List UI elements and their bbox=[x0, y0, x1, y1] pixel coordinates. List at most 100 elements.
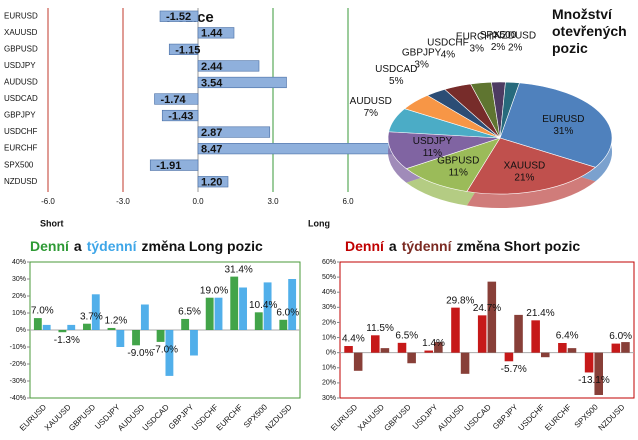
y-tick-label: 50% bbox=[322, 274, 336, 281]
slice-value: 21% bbox=[514, 172, 534, 183]
value-label: -1.43 bbox=[168, 110, 193, 122]
value-label: 4.4% bbox=[342, 334, 365, 345]
x-tick-label: NZDUSD bbox=[264, 402, 294, 432]
bar bbox=[165, 330, 174, 376]
bar bbox=[460, 352, 470, 374]
value-label: -1.15 bbox=[175, 44, 200, 56]
value-label: 3.54 bbox=[201, 77, 223, 89]
bar bbox=[107, 327, 116, 330]
bar bbox=[205, 297, 214, 330]
bar bbox=[83, 323, 91, 330]
bar bbox=[514, 314, 523, 353]
bar bbox=[254, 312, 263, 330]
y-tick-label: 30% bbox=[322, 395, 336, 402]
slice-label: GBPUSD 11% bbox=[437, 155, 479, 178]
value-label: -1.74 bbox=[161, 94, 187, 106]
y-tick-label: 0% bbox=[16, 327, 26, 334]
x-tick-label: USDCHF bbox=[516, 402, 546, 432]
slice-label: EURCHF 3% bbox=[456, 31, 498, 54]
chart-title-link: a bbox=[74, 238, 82, 254]
x-tick-label: XAUUSD bbox=[356, 402, 386, 432]
value-label: 6.0% bbox=[276, 307, 299, 318]
y-tick-label: 10% bbox=[12, 310, 26, 317]
value-label: 24.7% bbox=[473, 303, 501, 314]
x-tick-label: 6.0 bbox=[342, 197, 354, 206]
x-tick-label: 3.0 bbox=[267, 197, 279, 206]
value-label: 7.0% bbox=[31, 306, 54, 317]
value-label: 1.2% bbox=[105, 316, 128, 327]
y-tick-label: -10% bbox=[10, 344, 26, 351]
slice-name: EURCHF bbox=[456, 31, 498, 42]
y-tick-label: AUDUSD bbox=[4, 78, 38, 87]
bar bbox=[621, 342, 630, 353]
y-tick-label: 20% bbox=[322, 380, 336, 387]
bar bbox=[230, 276, 239, 330]
bar bbox=[540, 352, 550, 358]
value-label: 1.44 bbox=[201, 28, 223, 40]
bar bbox=[197, 126, 271, 138]
bar bbox=[197, 76, 287, 89]
x-tick-label: -6.0 bbox=[41, 197, 55, 206]
bar bbox=[263, 282, 272, 330]
value-label: 8.47 bbox=[201, 144, 222, 156]
bar bbox=[190, 330, 198, 356]
bar bbox=[371, 335, 380, 353]
slice-label: SPX500 2% bbox=[480, 30, 517, 53]
x-tick-label: -3.0 bbox=[116, 197, 130, 206]
slice-name: USDCHF bbox=[427, 37, 469, 48]
bar bbox=[197, 176, 229, 188]
value-label: -1.3% bbox=[54, 335, 80, 346]
bar bbox=[197, 143, 411, 155]
bar bbox=[594, 352, 603, 395]
bar bbox=[159, 10, 199, 22]
value-label: 6.0% bbox=[609, 331, 632, 342]
slice-label: NZDUSD 2% bbox=[494, 30, 536, 53]
bar bbox=[140, 304, 149, 330]
slice-name: EURUSD bbox=[542, 113, 584, 124]
y-tick-label: 10% bbox=[322, 334, 336, 341]
slice-value: 5% bbox=[389, 76, 404, 87]
bar bbox=[380, 348, 390, 353]
bar bbox=[33, 318, 42, 330]
y-tick-label: 40% bbox=[322, 289, 336, 296]
y-tick-label: EURCHF bbox=[4, 144, 37, 153]
value-label: -9.0% bbox=[127, 348, 153, 359]
bar bbox=[156, 330, 165, 342]
x-tick-label: EURUSD bbox=[329, 402, 359, 432]
bar bbox=[197, 60, 260, 72]
slice-value: 7% bbox=[364, 108, 379, 119]
bar bbox=[567, 348, 577, 353]
slice bbox=[387, 131, 501, 169]
bar bbox=[407, 352, 416, 364]
slice-name: USDCAD bbox=[375, 64, 417, 75]
chart-title-text: změna Long pozic bbox=[141, 238, 263, 254]
y-tick-label: 20% bbox=[12, 293, 26, 300]
slice-name: GBPJPY bbox=[402, 47, 442, 58]
bar bbox=[91, 294, 100, 330]
y-tick-label: SPX500 bbox=[4, 160, 34, 169]
axis-label: Short bbox=[40, 218, 64, 228]
bar bbox=[477, 315, 487, 353]
bar bbox=[197, 27, 235, 39]
bar bbox=[531, 320, 540, 353]
value-label: 11.5% bbox=[366, 323, 394, 334]
value-label: -13.1% bbox=[578, 375, 610, 386]
plot-frame bbox=[339, 261, 635, 399]
bar bbox=[279, 319, 288, 330]
bar bbox=[168, 43, 199, 55]
value-label: 6.5% bbox=[395, 330, 418, 341]
slice-value: 11% bbox=[449, 167, 468, 178]
bar bbox=[504, 352, 514, 362]
y-tick-label: -40% bbox=[10, 395, 26, 402]
value-label: 2.87 bbox=[201, 127, 222, 139]
value-label: 21.4% bbox=[526, 308, 554, 319]
bar bbox=[487, 281, 497, 353]
bar bbox=[154, 93, 199, 105]
slice-name: AUDUSD bbox=[350, 96, 392, 107]
y-tick-label: 30% bbox=[12, 276, 26, 283]
slice-label: EURUSD 31% bbox=[542, 113, 584, 136]
x-tick-label: 0.0 bbox=[192, 197, 204, 206]
slice-name: XAUUSD bbox=[504, 160, 546, 171]
y-tick-label: XAUUSD bbox=[4, 28, 38, 37]
